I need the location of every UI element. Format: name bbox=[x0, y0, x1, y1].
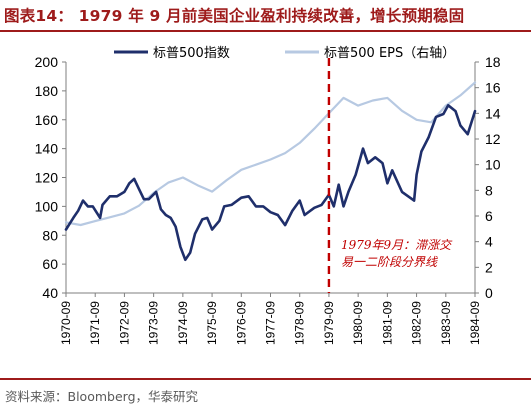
x-tick-label: 1972-09 bbox=[117, 301, 131, 345]
y-left-tick-label: 120 bbox=[35, 170, 59, 186]
x-tick-label: 1973-09 bbox=[147, 301, 161, 345]
plot-area: 40 60 80 100 120 140 160 180 200 0 2 4 6 8 10 12 14 16 18 1… bbox=[35, 46, 501, 345]
y-right-tick-label: 2 bbox=[485, 259, 493, 275]
y-left-tick-label: 160 bbox=[35, 112, 59, 128]
y-right-tick-label: 0 bbox=[485, 285, 493, 301]
x-tick-label: 1981-09 bbox=[380, 301, 394, 345]
x-tick-label: 1976-09 bbox=[234, 301, 248, 345]
source-note: 资料来源：Bloomberg，华泰研究 bbox=[5, 389, 198, 404]
y-left-tick-label: 40 bbox=[42, 285, 58, 301]
x-tick-label: 1974-09 bbox=[176, 301, 190, 345]
x-tick-label: 1978-09 bbox=[293, 301, 307, 345]
figure-header: 图表14： 1979 年 9 月前美国企业盈利持续改善，增长预期稳固 bbox=[0, 0, 531, 32]
y-left-tick-label: 200 bbox=[35, 54, 59, 70]
x-tick-label: 1970-09 bbox=[59, 301, 73, 345]
x-tick-label: 1982-09 bbox=[410, 301, 424, 345]
x-tick-label: 1983-09 bbox=[439, 301, 453, 345]
y-left-tick-label: 80 bbox=[42, 227, 58, 243]
y-right-tick-label: 10 bbox=[485, 157, 501, 173]
y-left-tick-label: 60 bbox=[42, 256, 58, 272]
x-tick-label: 1980-09 bbox=[351, 301, 365, 345]
series-line-sp500-index bbox=[64, 104, 477, 262]
y-left-tick-label: 100 bbox=[35, 198, 59, 214]
line-chart: 40 60 80 100 120 140 160 180 200 0 2 4 6 8 10 12 14 16 18 1… bbox=[35, 46, 501, 345]
y-right-tick-label: 6 bbox=[485, 208, 493, 224]
y-right-tick-label: 18 bbox=[485, 54, 501, 70]
y-left-tick-label: 180 bbox=[35, 83, 59, 99]
y-right-tick-label: 14 bbox=[485, 105, 501, 121]
x-tick-label: 1971-09 bbox=[88, 301, 102, 345]
y-right-tick-label: 12 bbox=[485, 131, 501, 147]
y-right-tick-label: 16 bbox=[485, 80, 501, 96]
y-right-tick-label: 4 bbox=[485, 234, 493, 250]
y-right-tick-label: 8 bbox=[485, 182, 493, 198]
annotation-text: 1979年9月：滞涨交 bbox=[341, 238, 453, 252]
legend-label-sp500-index: 标普500指数 bbox=[153, 46, 230, 61]
x-tick-label: 1975-09 bbox=[205, 301, 219, 345]
legend-label-sp500-eps: 标普500 EPS（右轴） bbox=[324, 46, 455, 61]
x-tick-label: 1977-09 bbox=[264, 301, 278, 345]
figure-footer: 资料来源：Bloomberg，华泰研究 bbox=[0, 378, 531, 411]
x-tick-label: 1979-09 bbox=[322, 301, 336, 345]
legend: 标普500指数 标普500 EPS（右轴） bbox=[114, 46, 455, 61]
annotation-text: 易一二阶段分界线 bbox=[341, 255, 438, 269]
figure-title: 图表14： 1979 年 9 月前美国企业盈利持续改善，增长预期稳固 bbox=[4, 7, 465, 25]
x-tick-label: 1984-09 bbox=[468, 301, 482, 345]
y-left-tick-label: 140 bbox=[35, 141, 59, 157]
series-line-sp500-eps bbox=[64, 81, 477, 227]
